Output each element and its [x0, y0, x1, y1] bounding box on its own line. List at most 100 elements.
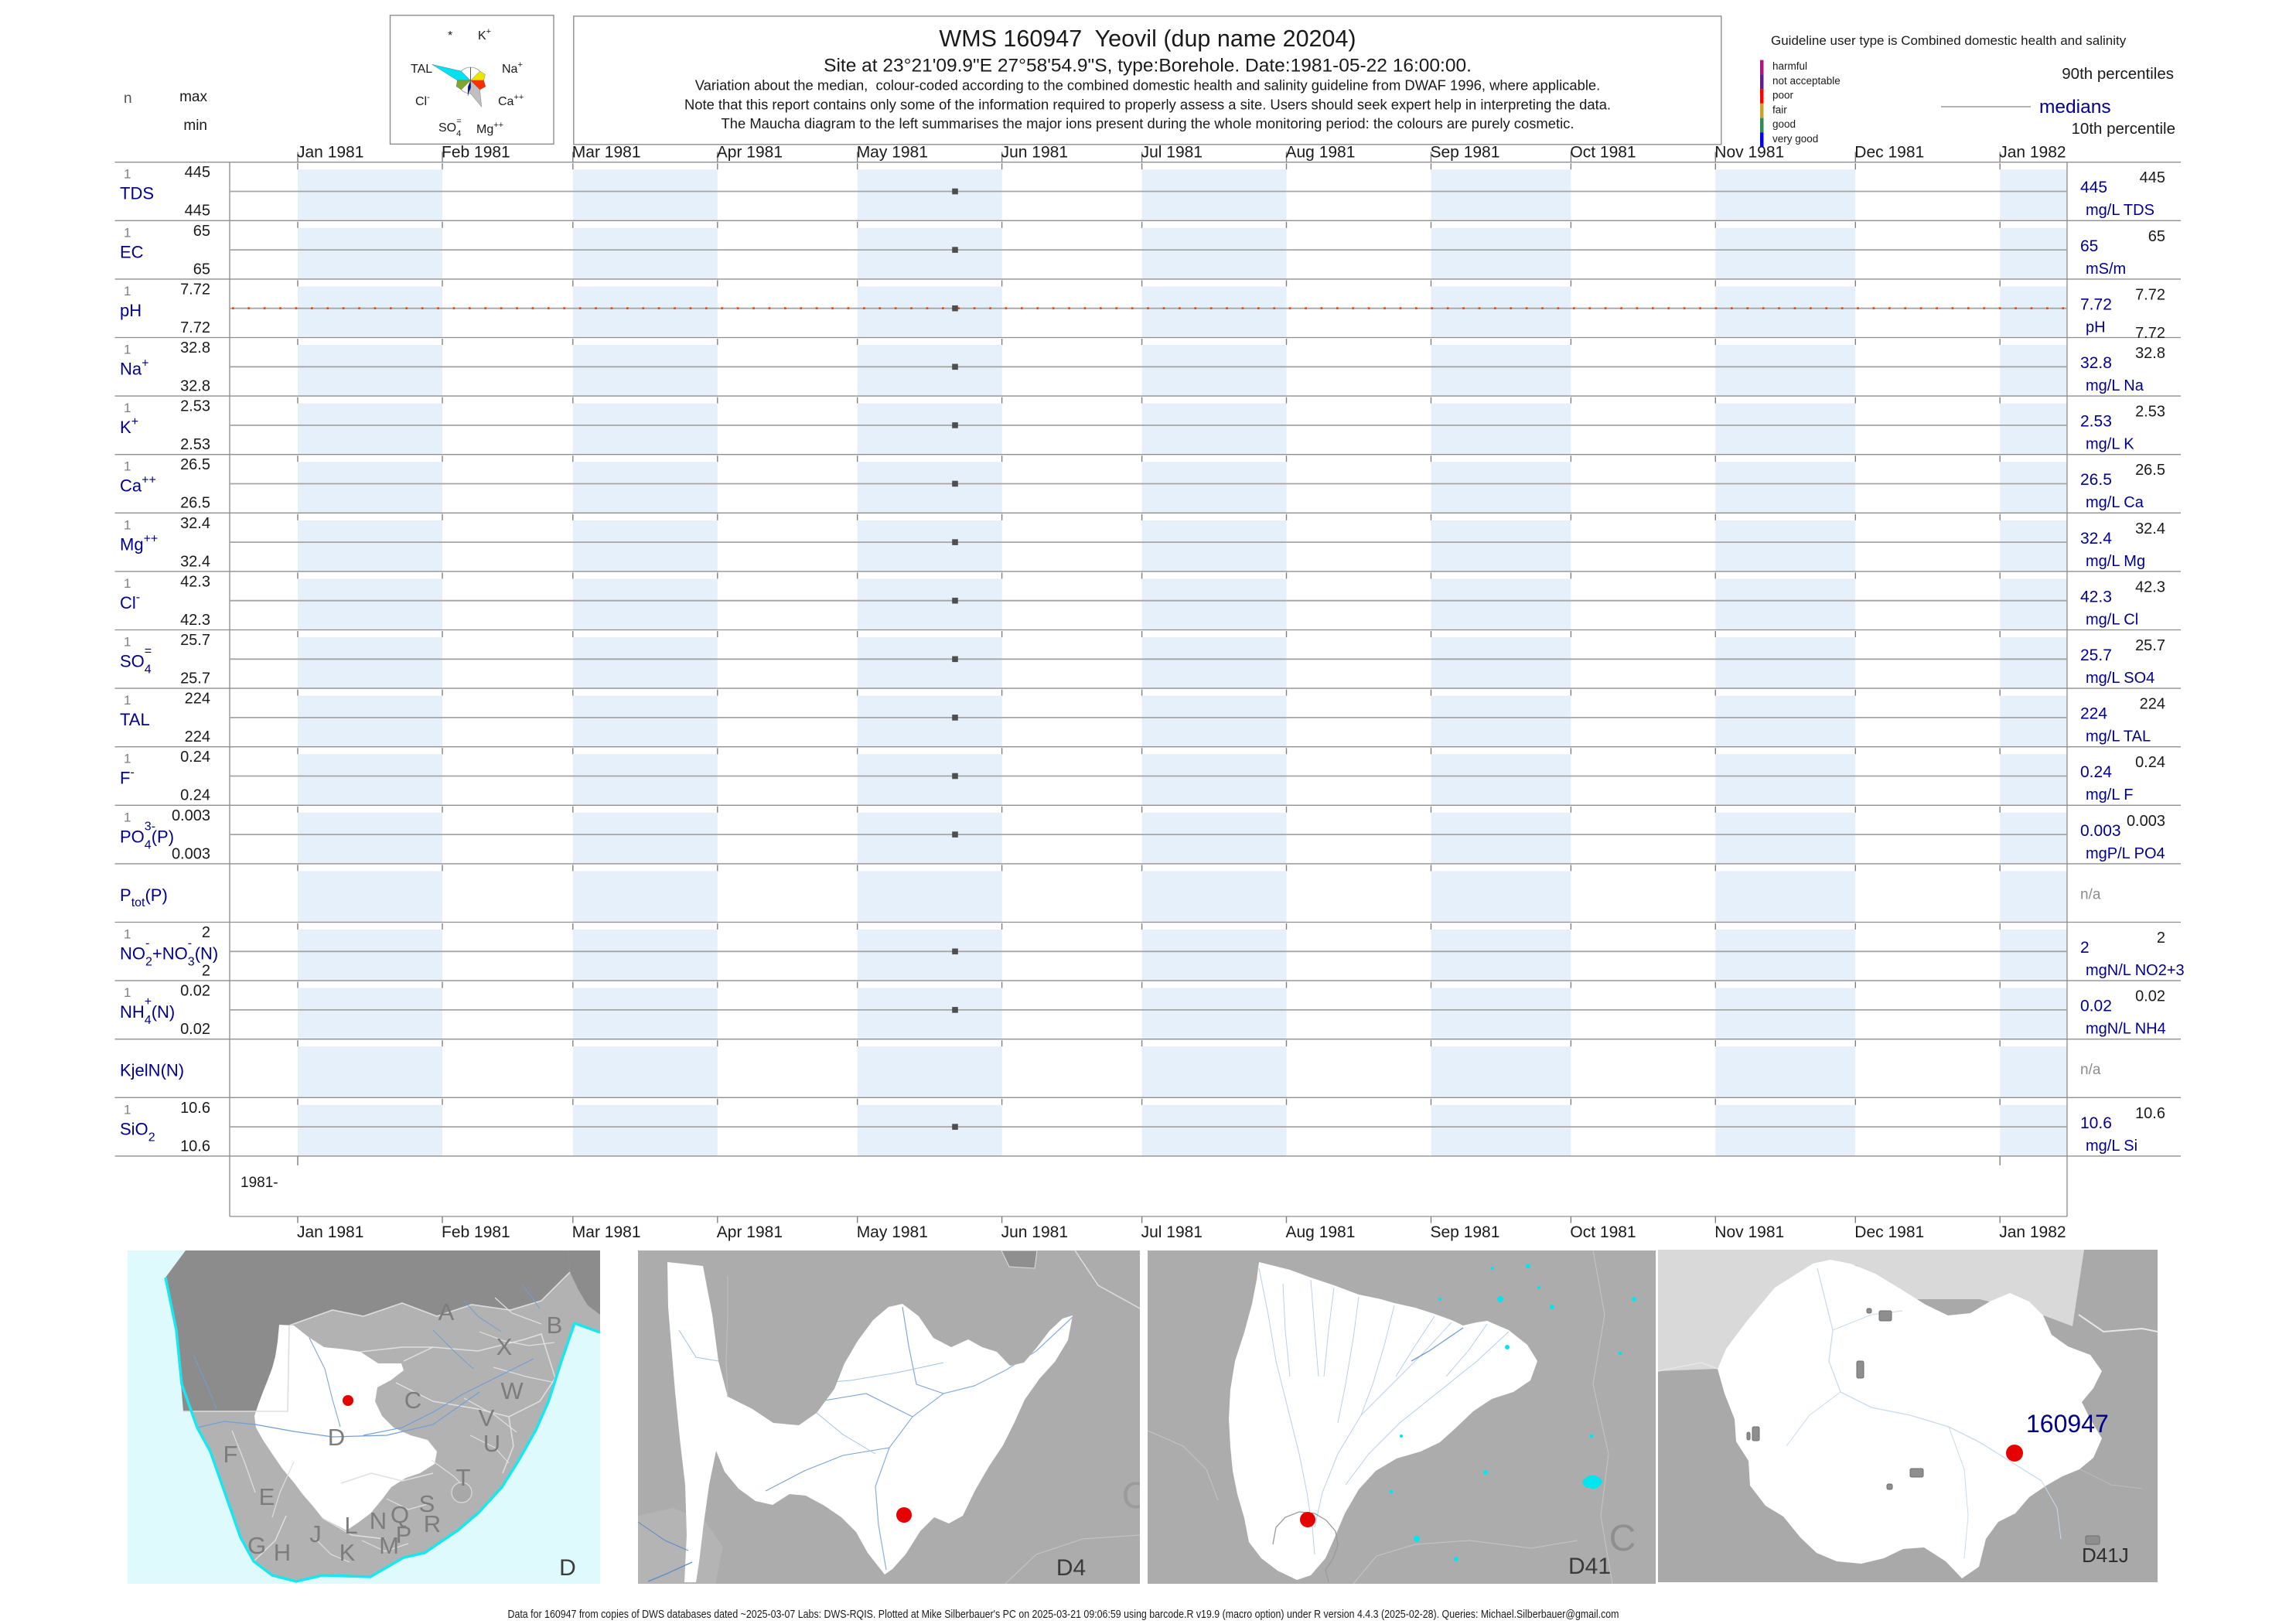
- svg-text:1: 1: [124, 401, 131, 415]
- svg-text:harmful: harmful: [1772, 60, 1807, 72]
- svg-text:7.72: 7.72: [180, 281, 210, 298]
- svg-text:mg/L Si: mg/L Si: [2086, 1138, 2137, 1155]
- svg-text:Cl-: Cl-: [415, 93, 430, 108]
- svg-text:90th percentiles: 90th percentiles: [2062, 65, 2174, 83]
- svg-text:D: D: [328, 1424, 345, 1451]
- svg-text:pH: pH: [2086, 319, 2106, 336]
- svg-text:65: 65: [2148, 228, 2165, 245]
- svg-text:F: F: [223, 1441, 238, 1468]
- svg-text:K+: K+: [120, 415, 138, 437]
- svg-text:10.6: 10.6: [180, 1100, 210, 1117]
- svg-text:1: 1: [124, 693, 131, 708]
- svg-text:7.72: 7.72: [2135, 286, 2165, 303]
- svg-text:Aug 1981: Aug 1981: [1286, 1223, 1356, 1241]
- svg-text:2.53: 2.53: [180, 398, 210, 415]
- svg-text:Jan 1982: Jan 1982: [1999, 1223, 2066, 1241]
- svg-text:Ca++: Ca++: [120, 474, 156, 496]
- svg-text:mg/L TAL: mg/L TAL: [2086, 728, 2151, 745]
- svg-text:2.53: 2.53: [2080, 413, 2112, 431]
- svg-text:Na+: Na+: [120, 357, 148, 379]
- svg-text:M: M: [379, 1532, 399, 1559]
- svg-text:25.7: 25.7: [2080, 647, 2112, 664]
- svg-text:0.003: 0.003: [172, 807, 210, 824]
- svg-text:R: R: [424, 1510, 441, 1537]
- svg-text:Jul 1981: Jul 1981: [1141, 1223, 1203, 1241]
- svg-text:1: 1: [124, 225, 131, 240]
- svg-text:10th percentile: 10th percentile: [2072, 120, 2175, 138]
- svg-text:The Maucha diagram to the left: The Maucha diagram to the left summarise…: [722, 115, 1574, 131]
- svg-text:NH4+(N): NH4+(N): [120, 995, 175, 1027]
- svg-text:B: B: [547, 1312, 563, 1339]
- svg-text:10.6: 10.6: [2080, 1114, 2112, 1132]
- svg-text:32.8: 32.8: [180, 339, 210, 357]
- svg-text:SiO2: SiO2: [120, 1119, 155, 1144]
- svg-text:445: 445: [185, 203, 210, 220]
- svg-text:mgN/L NO2+3: mgN/L NO2+3: [2086, 962, 2185, 979]
- svg-text:May 1981: May 1981: [857, 144, 928, 162]
- svg-text:25.7: 25.7: [180, 632, 210, 649]
- svg-text:Cl-: Cl-: [120, 591, 140, 612]
- svg-text:Mar 1981: Mar 1981: [572, 144, 641, 162]
- svg-text:0.24: 0.24: [180, 787, 210, 804]
- svg-text:min: min: [183, 118, 207, 134]
- svg-text:42.3: 42.3: [2080, 588, 2112, 606]
- svg-text:224: 224: [185, 728, 210, 745]
- svg-text:0.003: 0.003: [2127, 813, 2165, 830]
- svg-text:Jun 1981: Jun 1981: [1001, 1223, 1068, 1241]
- svg-text:Dec 1981: Dec 1981: [1854, 144, 1924, 162]
- svg-text:1: 1: [124, 517, 131, 532]
- svg-text:1: 1: [124, 459, 131, 474]
- svg-text:mgP/L PO4: mgP/L PO4: [2086, 845, 2165, 862]
- svg-text:10.6: 10.6: [180, 1138, 210, 1155]
- svg-text:32.4: 32.4: [180, 515, 210, 532]
- svg-text:WMS 160947 Yeovil (dup name 2: WMS 160947 Yeovil (dup name 20204): [939, 26, 1356, 52]
- svg-text:32.8: 32.8: [2080, 354, 2112, 372]
- svg-text:n: n: [124, 90, 132, 107]
- svg-text:n/a: n/a: [2080, 886, 2101, 902]
- svg-text:445: 445: [2080, 179, 2107, 196]
- svg-text:Nov 1981: Nov 1981: [1714, 144, 1784, 162]
- svg-text:224: 224: [2080, 705, 2107, 723]
- svg-text:mg/L F: mg/L F: [2086, 786, 2134, 803]
- svg-text:TAL: TAL: [120, 710, 150, 729]
- svg-text:Variation about the median, c: Variation about the median, colour-coded…: [695, 77, 1601, 94]
- svg-text:very good: very good: [1772, 133, 1818, 145]
- svg-text:7.72: 7.72: [2080, 295, 2112, 313]
- svg-text:C: C: [404, 1387, 421, 1414]
- svg-text:T: T: [456, 1464, 471, 1491]
- svg-text:P: P: [396, 1521, 412, 1548]
- svg-text:mg/L SO4: mg/L SO4: [2086, 670, 2154, 687]
- svg-text:*: *: [448, 29, 452, 43]
- svg-text:1: 1: [124, 284, 131, 299]
- svg-text:C: C: [1122, 1476, 1149, 1517]
- svg-text:S: S: [419, 1490, 435, 1517]
- svg-text:Feb 1981: Feb 1981: [442, 144, 510, 162]
- svg-text:65: 65: [193, 261, 210, 278]
- svg-text:A: A: [438, 1298, 455, 1325]
- svg-text:max: max: [179, 89, 207, 105]
- svg-text:good: good: [1772, 118, 1796, 130]
- svg-text:X: X: [496, 1333, 513, 1360]
- svg-text:pH: pH: [120, 301, 142, 320]
- svg-text:mg/L TDS: mg/L TDS: [2086, 202, 2154, 219]
- svg-text:fair: fair: [1772, 104, 1787, 115]
- svg-text:U: U: [483, 1430, 500, 1457]
- svg-text:poor: poor: [1772, 90, 1794, 101]
- svg-text:mg/L Cl: mg/L Cl: [2086, 611, 2138, 628]
- svg-text:Mg++: Mg++: [120, 532, 158, 554]
- svg-text:G: G: [247, 1532, 266, 1559]
- svg-text:445: 445: [2140, 169, 2165, 186]
- svg-text:Jan 1982: Jan 1982: [1999, 144, 2066, 162]
- svg-text:224: 224: [185, 691, 210, 708]
- svg-text:10.6: 10.6: [2135, 1105, 2165, 1122]
- svg-text:42.3: 42.3: [180, 612, 210, 629]
- svg-text:160947: 160947: [2026, 1410, 2109, 1438]
- svg-text:1: 1: [124, 1102, 131, 1117]
- svg-text:D: D: [559, 1555, 576, 1581]
- svg-text:mS/m: mS/m: [2086, 261, 2126, 278]
- svg-text:Dec 1981: Dec 1981: [1854, 1223, 1924, 1241]
- svg-text:D41: D41: [1568, 1554, 1611, 1579]
- svg-text:PO43-(P): PO43-(P): [120, 820, 174, 851]
- svg-text:1: 1: [124, 576, 131, 591]
- svg-text:25.7: 25.7: [2135, 637, 2165, 654]
